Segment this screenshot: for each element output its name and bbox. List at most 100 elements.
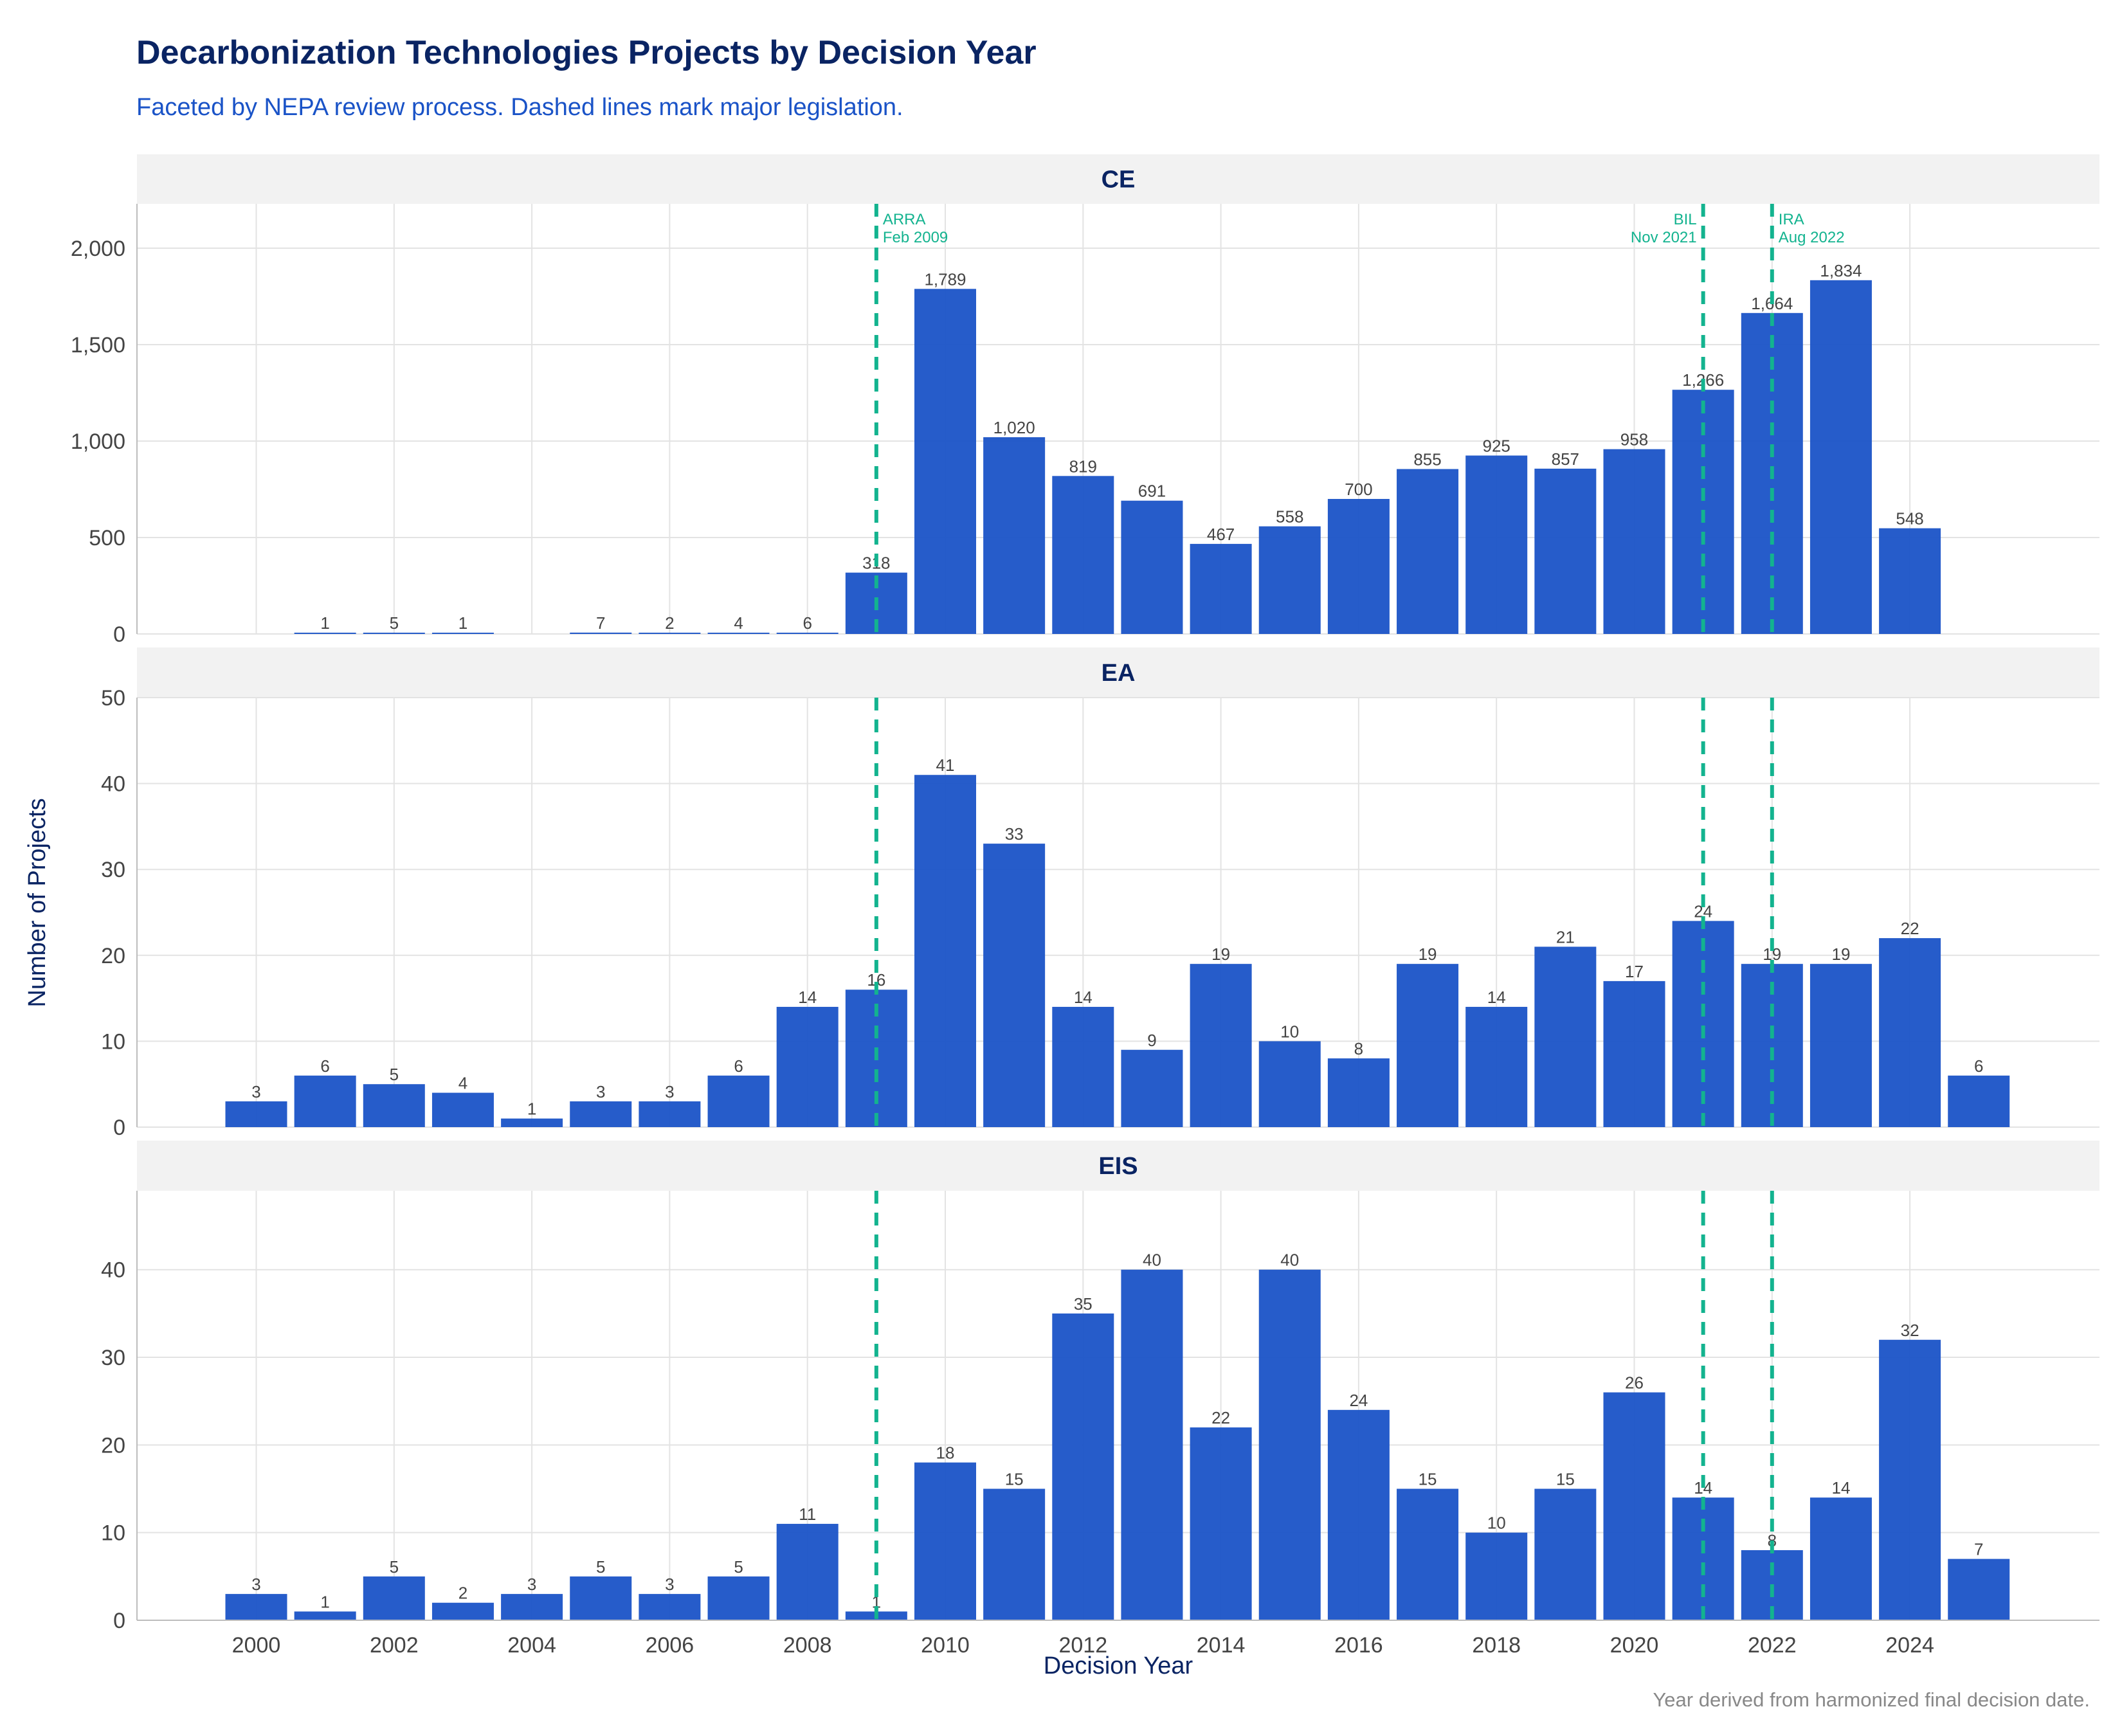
value-label-ce-2024: 548 [1896,509,1923,529]
bar-eis-2019 [1534,1488,1597,1620]
value-label-ce-2008: 6 [803,613,812,633]
bar-ce-2005 [570,632,632,634]
y-tick-label: 40 [101,772,125,797]
value-label-eis-2002: 5 [390,1557,399,1577]
bar-ce-2001 [294,633,356,634]
bar-ea-2011 [983,844,1046,1127]
chart-subtitle: Faceted by NEPA review process. Dashed l… [136,94,903,121]
value-label-eis-2022: 8 [1768,1531,1777,1550]
value-label-ea-2002: 5 [390,1065,399,1084]
value-label-ea-2007: 6 [734,1056,743,1076]
bar-ea-2023 [1809,964,1872,1127]
bar-eis-2015 [1258,1269,1321,1620]
value-label-ce-2018: 925 [1483,437,1510,456]
value-label-eis-2008: 11 [799,1505,816,1524]
value-label-ea-2006: 3 [665,1082,674,1101]
value-label-eis-2012: 35 [1074,1294,1093,1314]
value-label-ea-2025: 6 [1974,1056,1983,1076]
x-tick-label: 2020 [1610,1633,1659,1658]
y-tick-label: 500 [89,526,125,550]
bar-eis-2010 [914,1462,976,1620]
bar-eis-2014 [1190,1427,1252,1620]
bar-ea-2010 [914,775,976,1127]
bar-eis-2018 [1465,1532,1528,1620]
value-label-ea-2004: 1 [527,1099,536,1119]
x-tick-label: 2022 [1748,1633,1797,1658]
value-label-ea-2008: 14 [798,988,817,1007]
x-axis-title: Decision Year [1044,1652,1193,1679]
y-tick-label: 20 [101,1433,125,1458]
value-label-eis-2005: 5 [596,1557,605,1577]
annotation-ira-name: IRA [1779,211,1804,228]
y-tick-label: 30 [101,858,125,882]
y-tick-label: 20 [101,944,125,968]
bar-eis-2000 [225,1594,287,1620]
bar-ea-2012 [1052,1006,1114,1127]
annotation-arra-date: Feb 2009 [883,229,948,246]
facet-strip-eis [137,1141,2099,1191]
value-label-ea-2018: 14 [1487,988,1506,1007]
value-label-ea-2010: 41 [936,755,955,775]
bar-eis-2011 [983,1488,1046,1620]
value-label-ce-2001: 1 [320,613,329,633]
value-label-ce-2013: 691 [1138,482,1166,501]
annotation-bil-date: Nov 2021 [1631,229,1697,246]
value-label-eis-2019: 15 [1556,1470,1575,1489]
value-label-ea-2020: 17 [1625,962,1644,981]
value-label-eis-2025: 7 [1974,1540,1983,1559]
value-label-ce-2020: 958 [1620,430,1648,449]
value-label-ea-2017: 19 [1419,945,1437,964]
bar-eis-2016 [1327,1409,1390,1620]
bar-ea-2007 [707,1075,770,1127]
chart-caption: Year derived from harmonized final decis… [1653,1688,2090,1711]
bar-eis-2008 [776,1524,839,1620]
value-label-eis-2003: 2 [458,1584,467,1603]
annotation-arra-name: ARRA [883,211,926,228]
value-label-eis-2018: 10 [1487,1514,1506,1533]
value-label-eis-2004: 3 [527,1575,536,1594]
value-label-eis-2011: 15 [1005,1470,1024,1489]
bar-eis-2001 [294,1611,356,1620]
bar-ea-2025 [1948,1075,2010,1127]
y-tick-label: 1,000 [71,429,125,454]
value-label-ea-2011: 33 [1005,824,1024,844]
y-tick-label: 50 [101,686,125,710]
bar-ea-2016 [1327,1058,1390,1127]
x-tick-label: 2016 [1334,1633,1383,1658]
value-label-ce-2011: 1,020 [993,418,1035,437]
bar-ce-2003 [431,633,494,634]
bar-ea-2020 [1603,981,1665,1127]
bar-ea-2017 [1397,964,1459,1127]
y-tick-label: 2,000 [71,237,125,261]
bar-ea-2002 [363,1084,425,1127]
value-label-eis-2016: 24 [1349,1391,1368,1410]
facet-label-ce: CE [1102,167,1136,194]
value-label-eis-2000: 3 [251,1575,260,1594]
y-tick-label: 0 [113,622,125,647]
value-label-ce-2017: 855 [1413,450,1441,469]
bar-ea-2001 [294,1075,356,1127]
value-label-ea-2000: 3 [251,1082,260,1101]
bar-ce-2013 [1121,500,1183,634]
value-label-ce-2014: 467 [1207,525,1235,544]
bar-ce-2024 [1879,528,1941,634]
bar-ce-2023 [1809,280,1872,634]
x-tick-label: 2012 [1058,1633,1107,1658]
value-label-eis-2010: 18 [936,1443,955,1463]
y-tick-label: 30 [101,1346,125,1370]
facet-strip-ce [137,154,2099,204]
value-label-eis-2001: 1 [320,1592,329,1611]
bar-ea-2000 [225,1101,287,1127]
bar-ce-2011 [983,437,1046,634]
y-tick-label: 10 [101,1521,125,1546]
value-label-ea-2003: 4 [458,1074,467,1093]
bar-ea-2008 [776,1006,839,1127]
facet-strip-ea [137,647,2099,698]
facet-label-eis: EIS [1098,1153,1138,1180]
bar-ea-2018 [1465,1006,1528,1127]
value-label-ce-2023: 1,834 [1820,261,1862,280]
bar-eis-2004 [501,1594,563,1620]
value-label-ce-2016: 700 [1345,480,1372,499]
value-label-ea-2016: 8 [1354,1039,1363,1058]
